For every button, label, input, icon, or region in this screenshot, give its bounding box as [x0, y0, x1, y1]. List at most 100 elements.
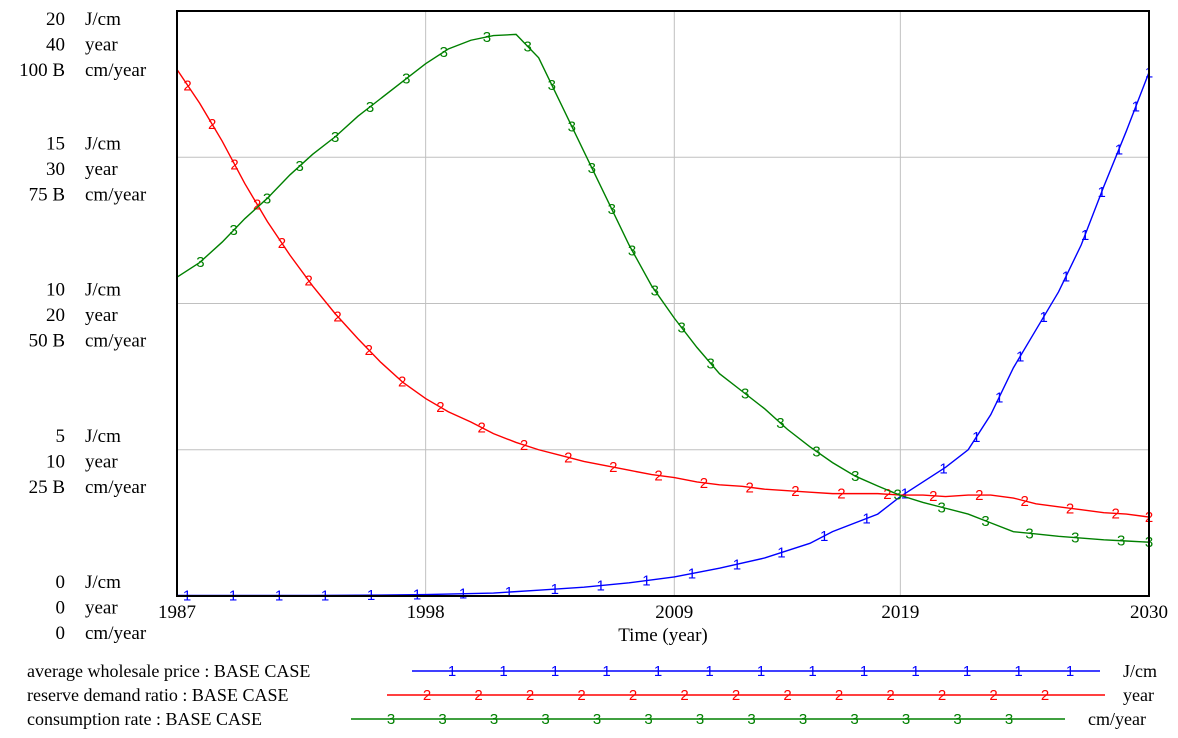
y-tick-unit: cm/year [85, 477, 147, 498]
y-tick-unit: year [85, 305, 118, 326]
legend-marker-2: 2 [938, 687, 946, 704]
series-marker-2: 2 [1112, 505, 1120, 522]
legend-marker-1: 1 [602, 663, 610, 680]
x-axis-labels: 1987 1998 2009 2019 2030 [158, 602, 1168, 623]
x-tick-label: 1987 [158, 602, 196, 623]
series-marker-3: 3 [678, 320, 686, 337]
x-tick-label: 2009 [655, 602, 693, 623]
series-marker-2: 2 [837, 486, 845, 503]
series-marker-1: 1 [733, 556, 741, 573]
series-lines: 1 1 1 1 1 1 1 1 1 1 1 11111111111111111222222222222… [176, 29, 1153, 604]
legend-marker-1: 1 [911, 663, 919, 680]
y-tick-value: 20 [46, 305, 65, 326]
series-marker-1: 1 [1039, 309, 1047, 326]
series-marker-1: 1 [459, 586, 467, 603]
y-tick-value: 50 B [29, 331, 65, 352]
series-marker-2: 2 [520, 437, 528, 454]
series-marker-3: 3 [263, 191, 271, 208]
series-marker-3: 3 [741, 386, 749, 403]
series-marker-3: 3 [707, 355, 715, 372]
series-marker-2: 2 [183, 77, 191, 94]
series-marker-2: 2 [745, 479, 753, 496]
series-marker-1: 1 [642, 573, 650, 590]
legend-label-2: reserve demand ratio : BASE CASE [27, 685, 288, 705]
y-tick-unit: J/cm [85, 426, 121, 447]
legend-marker-3: 3 [799, 711, 807, 728]
series-marker-1: 1 [551, 581, 559, 598]
series-marker-3: 3 [440, 44, 448, 61]
series-marker-3: 3 [1071, 530, 1079, 547]
legend-marker-2: 2 [732, 687, 740, 704]
y-tick-unit: cm/year [85, 623, 147, 644]
legend-marker-3: 3 [593, 711, 601, 728]
legend-marker-3: 3 [1005, 711, 1013, 728]
legend-marker-2: 2 [474, 687, 482, 704]
legend: average wholesale price : BASE CASE 1 1 1 1 1… [27, 661, 1157, 729]
legend-marker-3: 3 [644, 711, 652, 728]
legend-marker-3: 3 [953, 711, 961, 728]
series-line-1 [177, 72, 1150, 597]
legend-marker-3: 3 [387, 711, 395, 728]
series-marker-2: 2 [883, 486, 891, 503]
series-marker-2: 2 [253, 196, 261, 213]
series-marker-1: 1 [939, 461, 947, 478]
series-marker-1: 1 [1097, 184, 1105, 201]
legend-marker-2: 2 [886, 687, 894, 704]
legend-marker-1: 1 [1066, 663, 1074, 680]
y-tick-unit: cm/year [85, 331, 147, 352]
series-marker-3: 3 [608, 201, 616, 218]
grid-lines [177, 11, 1149, 596]
legend-marker-1: 1 [860, 663, 868, 680]
legend-marker-2: 2 [423, 687, 431, 704]
y-tick-value: 0 [56, 598, 66, 619]
legend-marker-3: 3 [850, 711, 858, 728]
series-marker-3: 3 [295, 158, 303, 175]
legend-marker-1: 1 [705, 663, 713, 680]
y-tick-value: 10 [46, 451, 65, 472]
legend-marker-2: 2 [526, 687, 534, 704]
legend-marker-3: 3 [438, 711, 446, 728]
series-marker-2: 2 [1021, 493, 1029, 510]
legend-marker-2: 2 [783, 687, 791, 704]
series-marker-3: 3 [1025, 525, 1033, 542]
series-marker-2: 2 [700, 475, 708, 492]
series-marker-3: 3 [981, 513, 989, 530]
series-marker-3: 3 [776, 415, 784, 432]
series-marker-3: 3 [483, 29, 491, 46]
series-marker-3: 3 [938, 499, 946, 516]
series-marker-2: 2 [975, 487, 983, 504]
y-tick-value: 5 [56, 426, 66, 447]
legend-marker-1: 1 [551, 663, 559, 680]
y-tick-value: 40 [46, 35, 65, 56]
legend-unit-2: year [1123, 685, 1154, 705]
x-tick-label: 2030 [1130, 602, 1168, 623]
y-tick-unit: year [85, 598, 118, 619]
y-tick-value: 0 [56, 623, 66, 644]
series-marker-2: 2 [1066, 500, 1074, 517]
series-marker-3: 3 [628, 242, 636, 259]
series-marker-2: 2 [230, 156, 238, 173]
x-tick-label: 2019 [881, 602, 919, 623]
series-marker-2: 2 [278, 235, 286, 252]
series-marker-3: 3 [230, 222, 238, 239]
series-marker-1: 1 [505, 584, 513, 601]
legend-marker-1: 1 [757, 663, 765, 680]
series-marker-1: 1 [1081, 227, 1089, 244]
legend-marker-1: 1 [448, 663, 456, 680]
legend-unit-3: cm/year [1088, 709, 1146, 729]
legend-unit-1: J/cm [1123, 661, 1157, 681]
series-marker-2: 2 [304, 273, 312, 290]
y-tick-unit: cm/year [85, 60, 147, 81]
series-marker-1: 1 [862, 510, 870, 527]
series-marker-2: 2 [208, 116, 216, 133]
series-marker-1: 1 [995, 389, 1003, 406]
series-marker-3: 3 [1117, 533, 1125, 550]
series-line-2 [176, 69, 1150, 518]
series-marker-2: 2 [333, 308, 341, 325]
series-marker-1: 1 [1115, 141, 1123, 158]
series-marker-2: 2 [791, 483, 799, 500]
legend-label-3: consumption rate : BASE CASE [27, 709, 262, 729]
series-marker-3: 3 [812, 443, 820, 460]
y-tick-unit: year [85, 451, 118, 472]
